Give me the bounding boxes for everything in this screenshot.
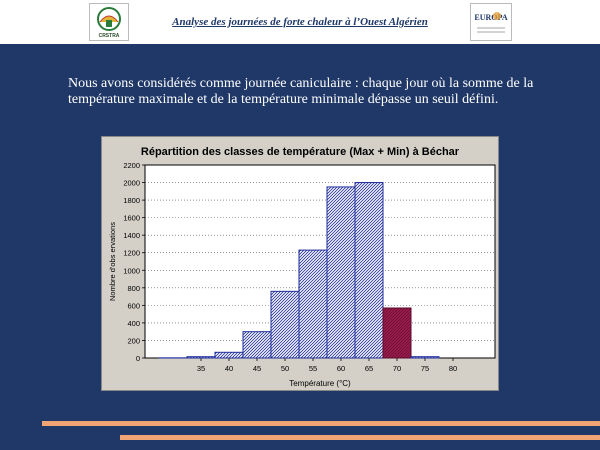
x-tick-label: 65 [365, 364, 373, 373]
x-tick-label: 60 [337, 364, 345, 373]
x-tick-label: 70 [393, 364, 401, 373]
chart-title: Répartition des classes de température (… [141, 146, 460, 158]
y-tick-label: 0 [136, 354, 140, 363]
y-tick-label: 400 [127, 319, 140, 328]
x-tick-label: 80 [449, 364, 457, 373]
slide-title: Analyse des journées de forte chaleur à … [172, 16, 428, 28]
histogram-bar-highlight [382, 307, 412, 359]
y-tick-label: 2000 [123, 179, 140, 188]
y-tick-label: 600 [127, 301, 140, 310]
histogram-chart: Répartition des classes de température (… [108, 146, 496, 388]
histogram-bar [186, 356, 216, 359]
svg-text:EUROPA: EUROPA [474, 13, 507, 22]
histogram-bar [298, 249, 328, 359]
decor-stripe-top [42, 421, 600, 426]
histogram-bar [326, 186, 356, 359]
y-tick-label: 800 [127, 284, 140, 293]
histogram-bar [242, 331, 272, 359]
y-tick-label: 1400 [123, 231, 140, 240]
y-tick-label: 1200 [123, 249, 140, 258]
x-tick-label: 45 [253, 364, 261, 373]
histogram-bar [410, 356, 440, 359]
histogram-bar [214, 351, 244, 359]
histogram-bar [270, 290, 300, 359]
europa-logo: EUROPA [470, 3, 512, 41]
intro-text: Nous avons considérés comme journée cani… [68, 76, 534, 107]
x-tick-label: 50 [281, 364, 289, 373]
crstra-logo: CRSTRA [89, 3, 129, 41]
y-tick-label: 2200 [123, 161, 140, 170]
x-tick-label: 75 [421, 364, 429, 373]
svg-text:CRSTRA: CRSTRA [99, 33, 120, 39]
temperature-histogram-panel: Répartition des classes de température (… [101, 136, 499, 391]
x-axis-label: Température (°C) [289, 379, 351, 388]
y-axis-label: Nombre d'obs ervations [108, 222, 117, 301]
x-tick-label: 40 [225, 364, 233, 373]
decor-stripe-bottom [120, 435, 600, 440]
x-tick-label: 35 [197, 364, 205, 373]
x-tick-label: 55 [309, 364, 317, 373]
histogram-bar [354, 182, 384, 359]
y-tick-label: 1800 [123, 196, 140, 205]
y-tick-label: 200 [127, 336, 140, 345]
y-tick-label: 1600 [123, 214, 140, 223]
y-tick-label: 1000 [123, 266, 140, 275]
slide-header: CRSTRA Analyse des journées de forte cha… [0, 0, 600, 44]
